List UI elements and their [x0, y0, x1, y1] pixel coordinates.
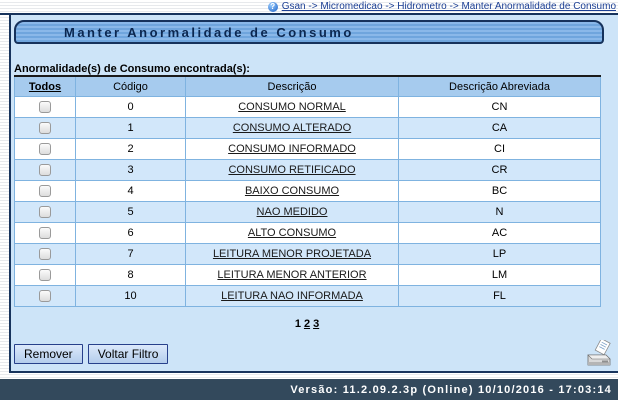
descricao-cell: ALTO CONSUMO: [185, 222, 399, 244]
table-row: 0 CONSUMO NORMAL CN: [14, 96, 601, 118]
pagination-page-link[interactable]: 2: [303, 318, 311, 330]
todos-cell: [14, 138, 76, 160]
todos-cell: [14, 285, 76, 307]
column-header-todos: Todos: [14, 75, 76, 97]
codigo-cell: 0: [75, 96, 186, 118]
row-checkbox[interactable]: [39, 269, 51, 282]
table-row: 6 ALTO CONSUMO AC: [14, 222, 601, 244]
print-icon[interactable]: [586, 338, 612, 368]
descricao-cell: CONSUMO NORMAL: [185, 96, 399, 118]
descricao-cell: NAO MEDIDO: [185, 201, 399, 223]
abreviada-cell: CI: [398, 138, 601, 160]
table-body: 0 CONSUMO NORMAL CN 1 CONSUMO ALTERADO CA 2 CON…: [14, 96, 601, 307]
remover-button[interactable]: Remover: [14, 344, 83, 364]
descricao-link[interactable]: LEITURA NAO INFORMADA: [221, 290, 363, 302]
descricao-link[interactable]: CONSUMO ALTERADO: [232, 122, 352, 134]
row-checkbox[interactable]: [39, 227, 51, 240]
todos-cell: [14, 96, 76, 118]
column-header-descricao: Descrição: [185, 75, 399, 97]
descricao-link[interactable]: LEITURA MENOR ANTERIOR: [217, 269, 367, 281]
descricao-link[interactable]: CONSUMO NORMAL: [238, 101, 346, 113]
descricao-cell: BAIXO CONSUMO: [185, 180, 399, 202]
todos-cell: [14, 222, 76, 244]
top-divider: [0, 13, 618, 15]
todos-cell: [14, 117, 76, 139]
codigo-cell: 10: [75, 285, 186, 307]
voltar-filtro-button[interactable]: Voltar Filtro: [87, 344, 169, 364]
table-row: 3 CONSUMO RETIFICADO CR: [14, 159, 601, 181]
row-checkbox[interactable]: [39, 122, 51, 135]
abreviada-cell: FL: [398, 285, 601, 307]
row-checkbox[interactable]: [39, 143, 51, 156]
table-row: 1 CONSUMO ALTERADO CA: [14, 117, 601, 139]
select-all-link[interactable]: Todos: [28, 80, 62, 93]
descricao-link[interactable]: BAIXO CONSUMO: [244, 185, 340, 197]
abreviada-cell: LP: [398, 243, 601, 265]
descricao-link[interactable]: ALTO CONSUMO: [247, 227, 337, 239]
descricao-link[interactable]: LEITURA MENOR PROJETADA: [212, 248, 372, 260]
codigo-cell: 3: [75, 159, 186, 181]
descricao-link[interactable]: CONSUMO INFORMADO: [228, 143, 356, 155]
row-checkbox[interactable]: [39, 206, 51, 219]
results-count-label: Anormalidade(s) de Consumo encontrada(s)…: [14, 63, 250, 75]
descricao-cell: CONSUMO RETIFICADO: [185, 159, 399, 181]
todos-cell: [14, 243, 76, 265]
abreviada-cell: BC: [398, 180, 601, 202]
descricao-cell: LEITURA MENOR ANTERIOR: [185, 264, 399, 286]
codigo-cell: 2: [75, 138, 186, 160]
main-panel: Manter Anormalidade de Consumo Anormalid…: [9, 15, 618, 373]
page-title-bar: Manter Anormalidade de Consumo: [14, 20, 604, 44]
table-row: 2 CONSUMO INFORMADO CI: [14, 138, 601, 160]
table-row: 8 LEITURA MENOR ANTERIOR LM: [14, 264, 601, 286]
todos-cell: [14, 180, 76, 202]
breadcrumb-bar: ? Gsan -> Micromedicao -> Hidrometro -> …: [0, 0, 618, 13]
abreviada-cell: CR: [398, 159, 601, 181]
footer-bar: Versão: 11.2.09.2.3p (Online) 10/10/2016…: [0, 379, 618, 400]
descricao-link[interactable]: CONSUMO RETIFICADO: [228, 164, 356, 176]
column-header-descricao-abreviada: Descrição Abreviada: [398, 75, 601, 97]
table-row: 4 BAIXO CONSUMO BC: [14, 180, 601, 202]
pagination-page-link[interactable]: 3: [313, 318, 320, 330]
help-icon[interactable]: ?: [267, 1, 278, 12]
table-row: 5 NAO MEDIDO N: [14, 201, 601, 223]
descricao-cell: CONSUMO INFORMADO: [185, 138, 399, 160]
abreviada-cell: AC: [398, 222, 601, 244]
breadcrumb[interactable]: Gsan -> Micromedicao -> Hidrometro -> Ma…: [281, 1, 616, 12]
codigo-cell: 7: [75, 243, 186, 265]
todos-cell: [14, 159, 76, 181]
codigo-cell: 5: [75, 201, 186, 223]
version-status-text: Versão: 11.2.09.2.3p (Online) 10/10/2016…: [290, 383, 612, 396]
page-title: Manter Anormalidade de Consumo: [64, 24, 354, 40]
anomalies-table: Todos Código Descrição Descrição Abrevia…: [14, 75, 601, 307]
row-checkbox[interactable]: [39, 164, 51, 177]
row-checkbox[interactable]: [39, 101, 51, 114]
todos-cell: [14, 201, 76, 223]
codigo-cell: 8: [75, 264, 186, 286]
button-row: Remover Voltar Filtro: [14, 344, 618, 364]
table-row: 10 LEITURA NAO INFORMADA FL: [14, 285, 601, 307]
codigo-cell: 4: [75, 180, 186, 202]
table-header-row: Todos Código Descrição Descrição Abrevia…: [14, 75, 601, 97]
column-header-codigo: Código: [75, 75, 186, 97]
todos-cell: [14, 264, 76, 286]
pagination-current-page: 1: [294, 318, 301, 330]
row-checkbox[interactable]: [39, 248, 51, 261]
descricao-cell: CONSUMO ALTERADO: [185, 117, 399, 139]
descricao-cell: LEITURA MENOR PROJETADA: [185, 243, 399, 265]
descricao-cell: LEITURA NAO INFORMADA: [185, 285, 399, 307]
descricao-link[interactable]: NAO MEDIDO: [256, 206, 328, 218]
row-checkbox[interactable]: [39, 185, 51, 198]
row-checkbox[interactable]: [39, 290, 51, 303]
abreviada-cell: CA: [398, 117, 601, 139]
abreviada-cell: N: [398, 201, 601, 223]
codigo-cell: 1: [75, 117, 186, 139]
abreviada-cell: CN: [398, 96, 601, 118]
codigo-cell: 6: [75, 222, 186, 244]
abreviada-cell: LM: [398, 264, 601, 286]
table-row: 7 LEITURA MENOR PROJETADA LP: [14, 243, 601, 265]
